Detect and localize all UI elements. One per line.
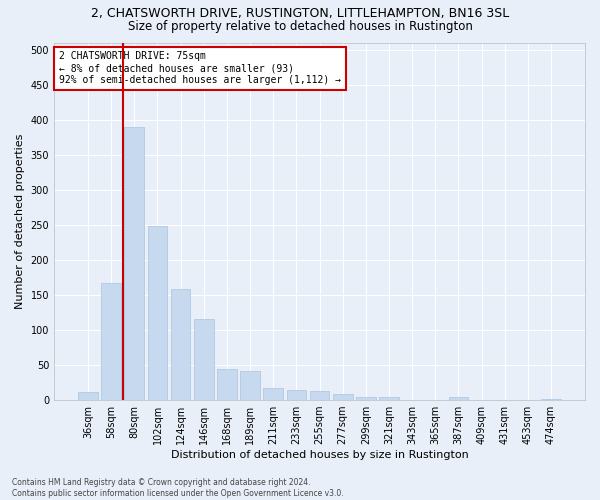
Bar: [449, 398, 468, 400]
Bar: [240, 370, 260, 400]
Y-axis label: Number of detached properties: Number of detached properties: [15, 134, 25, 309]
Bar: [124, 126, 144, 400]
Bar: [194, 320, 214, 400]
Bar: [541, 398, 561, 400]
Bar: [78, 392, 98, 400]
Bar: [310, 391, 329, 400]
Bar: [379, 398, 399, 400]
Bar: [287, 390, 306, 400]
Bar: [333, 394, 353, 400]
Bar: [356, 396, 376, 400]
Text: 2, CHATSWORTH DRIVE, RUSTINGTON, LITTLEHAMPTON, BN16 3SL: 2, CHATSWORTH DRIVE, RUSTINGTON, LITTLEH…: [91, 8, 509, 20]
Text: Size of property relative to detached houses in Rustington: Size of property relative to detached ho…: [128, 20, 472, 33]
Bar: [148, 226, 167, 400]
Bar: [263, 388, 283, 400]
Text: Contains HM Land Registry data © Crown copyright and database right 2024.
Contai: Contains HM Land Registry data © Crown c…: [12, 478, 344, 498]
Bar: [101, 283, 121, 400]
Text: 2 CHATSWORTH DRIVE: 75sqm
← 8% of detached houses are smaller (93)
92% of semi-d: 2 CHATSWORTH DRIVE: 75sqm ← 8% of detach…: [59, 52, 341, 84]
Bar: [171, 290, 190, 400]
X-axis label: Distribution of detached houses by size in Rustington: Distribution of detached houses by size …: [170, 450, 469, 460]
Bar: [217, 369, 237, 400]
